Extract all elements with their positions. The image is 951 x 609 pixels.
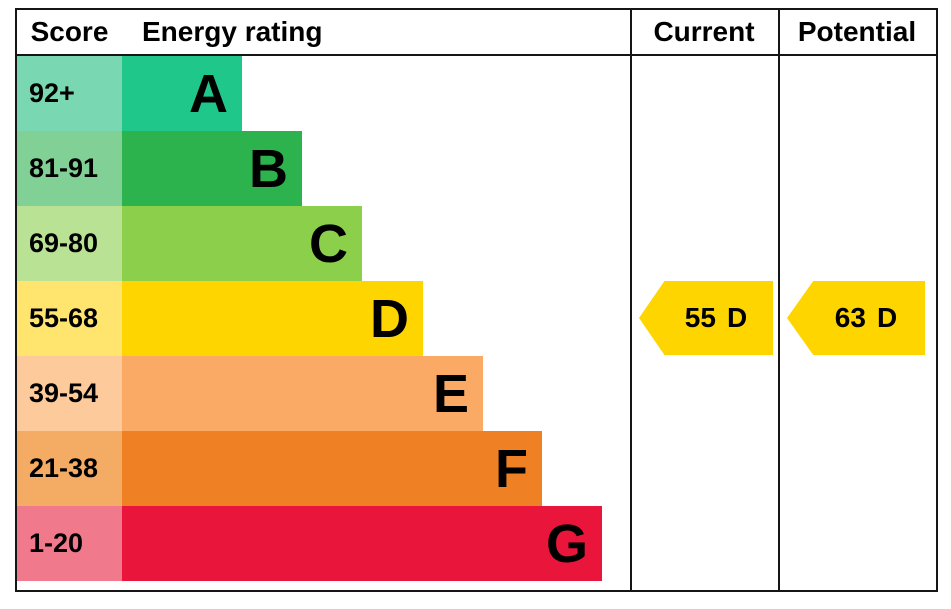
- potential-rating-arrow: 63 D: [787, 281, 925, 355]
- score-column-header: Score: [30, 16, 109, 47]
- band-bar-c: C: [122, 206, 362, 281]
- band-letter-b: B: [249, 138, 288, 199]
- score-range-a: 92+: [17, 56, 122, 131]
- potential-rating-letter: D: [876, 302, 898, 333]
- score-range-d: 55-68: [17, 281, 122, 356]
- band-row-g: 1-20 G: [17, 506, 602, 581]
- band-bar-b: B: [122, 131, 302, 206]
- chart-header: Score Energy rating Current Potential: [17, 10, 936, 56]
- band-row-b: 81-91 B: [17, 131, 602, 206]
- current-rating-arrow: 55 D: [639, 281, 773, 355]
- current-rating-letter: D: [726, 302, 748, 333]
- band-letter-c: C: [309, 213, 348, 274]
- energy-rating-column-header: Energy rating: [142, 16, 323, 47]
- score-range-c: 69-80: [17, 206, 122, 281]
- band-row-c: 69-80 C: [17, 206, 602, 281]
- band-letter-a: A: [189, 63, 228, 124]
- score-range-b: 81-91: [17, 131, 122, 206]
- potential-column-header: Potential: [797, 16, 917, 47]
- band-letter-e: E: [432, 363, 469, 424]
- band-rows: 92+ A 81-91 B 69-80 C 55-68 D 39-54: [17, 56, 602, 581]
- band-bar-g: G: [122, 506, 602, 581]
- band-letter-d: D: [370, 288, 409, 349]
- current-rating-value: 55: [684, 302, 716, 333]
- band-bar-f: F: [122, 431, 542, 506]
- band-bar-d: D: [122, 281, 423, 356]
- epc-energy-rating-chart: Score Energy rating Current Potential 92…: [15, 8, 938, 592]
- potential-column-divider: [778, 10, 780, 590]
- band-letter-g: G: [545, 513, 588, 574]
- band-bar-e: E: [122, 356, 483, 431]
- band-letter-f: F: [495, 438, 528, 499]
- score-range-g: 1-20: [17, 506, 122, 581]
- band-row-a: 92+ A: [17, 56, 602, 131]
- current-column-divider: [630, 10, 632, 590]
- current-column-header: Current: [653, 16, 755, 47]
- band-row-d: 55-68 D: [17, 281, 602, 356]
- band-bar-a: A: [122, 56, 242, 131]
- score-range-e: 39-54: [17, 356, 122, 431]
- score-range-f: 21-38: [17, 431, 122, 506]
- potential-rating-value: 63: [834, 302, 866, 333]
- band-row-f: 21-38 F: [17, 431, 602, 506]
- band-row-e: 39-54 E: [17, 356, 602, 431]
